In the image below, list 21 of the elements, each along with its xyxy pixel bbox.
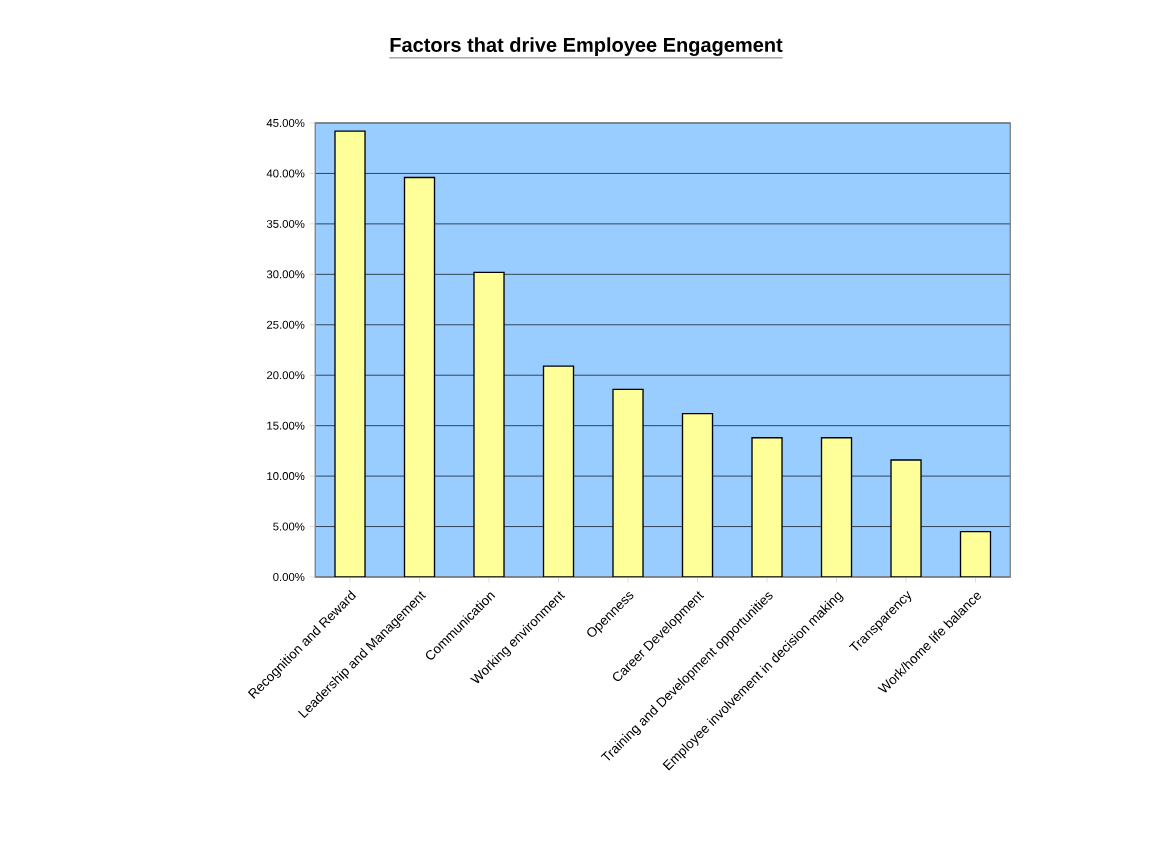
bar bbox=[334, 130, 366, 577]
y-tick-label: 40.00% bbox=[266, 169, 305, 178]
chart-title: Factors that drive Employee Engagement bbox=[390, 37, 783, 57]
y-tick-label: 30.00% bbox=[266, 270, 305, 279]
y-tick-label: 0.00% bbox=[273, 572, 305, 581]
y-tick-label: 20.00% bbox=[266, 371, 305, 380]
bar bbox=[681, 412, 714, 577]
y-tick-label: 25.00% bbox=[266, 320, 305, 329]
bar bbox=[403, 176, 436, 577]
bar bbox=[542, 365, 575, 577]
bar bbox=[959, 530, 992, 577]
bar bbox=[820, 437, 853, 577]
y-tick-label: 45.00% bbox=[266, 119, 305, 128]
bar bbox=[751, 437, 783, 577]
bar bbox=[612, 388, 644, 577]
y-tick-label: 5.00% bbox=[273, 522, 305, 531]
y-tick-label: 10.00% bbox=[267, 472, 305, 481]
bar bbox=[890, 459, 922, 577]
y-tick-label: 35.00% bbox=[266, 219, 305, 228]
y-tick-label: 15.00% bbox=[267, 421, 305, 430]
bar bbox=[473, 271, 505, 577]
